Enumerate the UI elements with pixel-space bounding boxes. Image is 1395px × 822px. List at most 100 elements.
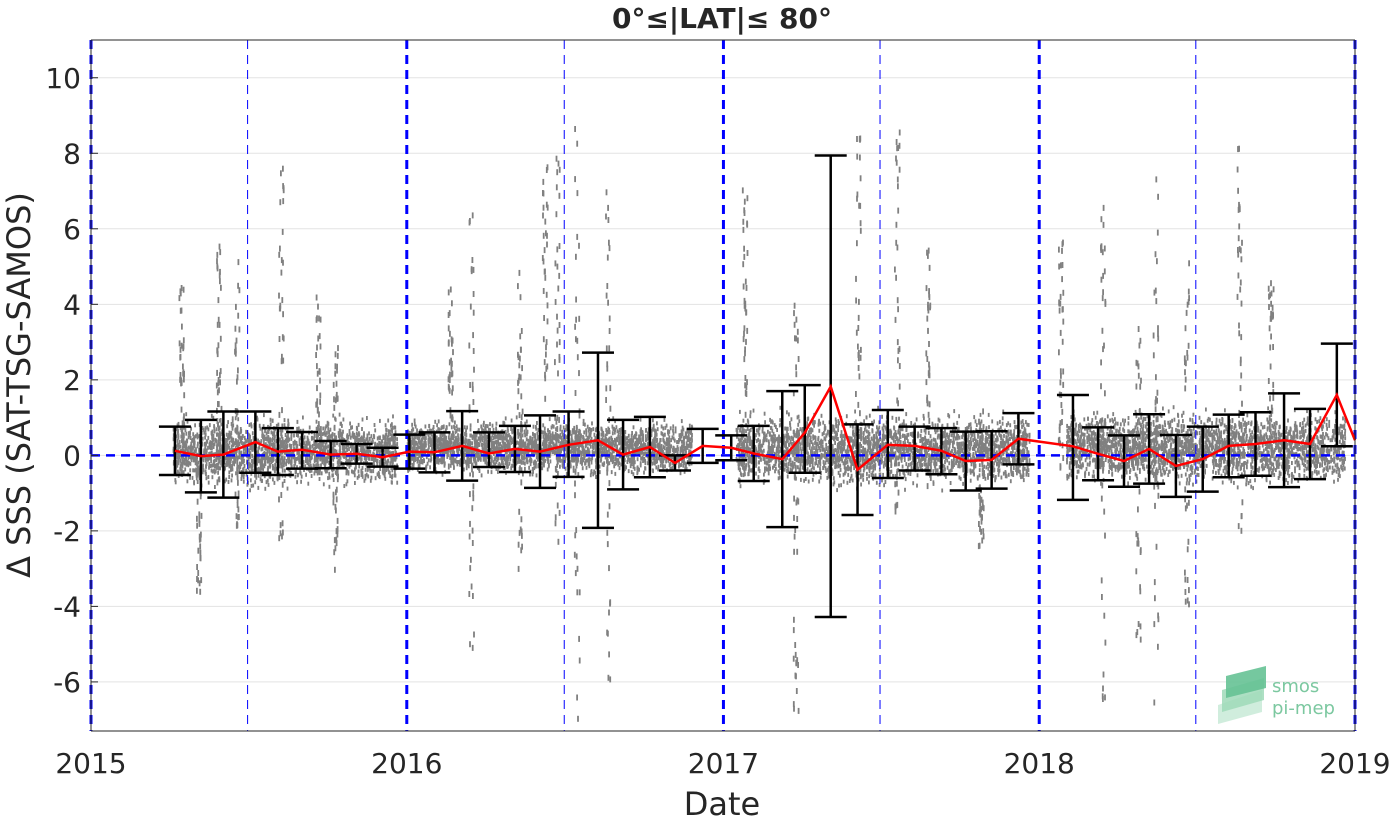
scatter-point: [509, 462, 511, 466]
scatter-point: [272, 419, 274, 423]
scatter-point: [334, 433, 336, 437]
scatter-point: [588, 429, 590, 433]
scatter-point: [499, 442, 501, 446]
scatter-point: [580, 452, 582, 456]
scatter-point: [323, 482, 325, 486]
scatter-point: [415, 425, 417, 429]
scatter-point: [560, 425, 562, 429]
scatter-point: [485, 443, 487, 447]
scatter-point: [314, 458, 316, 462]
scatter-point: [206, 457, 208, 461]
scatter-point: [349, 429, 351, 433]
scatter-point: [544, 431, 546, 435]
scatter-point: [590, 445, 592, 449]
scatter-point: [208, 481, 210, 485]
scatter-point: [565, 467, 567, 471]
scatter-point: [304, 435, 306, 439]
scatter-point: [280, 452, 282, 456]
scatter-point: [526, 458, 528, 462]
scatter-point: [553, 434, 555, 438]
scatter-point: [450, 464, 452, 468]
scatter-point: [379, 442, 381, 446]
scatter-point: [445, 436, 447, 440]
scatter-point: [178, 444, 180, 448]
scatter-point: [616, 445, 618, 449]
scatter-point: [348, 447, 350, 451]
scatter-point: [641, 450, 643, 454]
scatter-point: [179, 440, 181, 444]
scatter-point: [273, 444, 275, 448]
scatter-point: [470, 428, 472, 432]
scatter-point: [944, 460, 946, 464]
scatter-point: [203, 458, 205, 462]
scatter-point: [544, 440, 546, 444]
scatter-point: [869, 414, 871, 418]
scatter-point: [331, 474, 333, 478]
scatter-point: [257, 486, 259, 490]
scatter-point: [655, 444, 657, 448]
scatter-point: [501, 445, 503, 449]
scatter-point: [313, 463, 315, 467]
scatter-point: [550, 433, 552, 437]
scatter-point: [502, 441, 504, 445]
scatter-point: [497, 447, 499, 451]
scatter-point: [293, 434, 295, 438]
scatter-point: [309, 426, 311, 430]
scatter-point: [228, 433, 230, 437]
scatter-point: [530, 458, 532, 462]
scatter-point: [533, 433, 535, 437]
scatter-point: [332, 458, 334, 462]
scatter-point: [420, 440, 422, 444]
scatter-point: [668, 438, 670, 442]
scatter-point: [466, 426, 468, 430]
scatter-point: [379, 419, 381, 423]
scatter-point: [580, 434, 582, 438]
scatter-point: [604, 446, 606, 450]
scatter-point: [302, 416, 304, 420]
scatter-point: [375, 476, 377, 480]
scatter-point: [453, 466, 455, 470]
scatter-point: [216, 458, 218, 462]
scatter-point: [355, 465, 357, 469]
scatter-point: [286, 444, 288, 448]
scatter-point: [487, 424, 489, 428]
scatter-point: [381, 440, 383, 444]
scatter-point: [216, 427, 218, 431]
scatter-point: [583, 436, 585, 440]
scatter-point: [428, 445, 430, 449]
scatter-point: [496, 440, 498, 444]
scatter-point: [653, 461, 655, 465]
scatter-point: [353, 456, 355, 460]
scatter-point: [581, 462, 583, 466]
scatter-point: [267, 430, 269, 434]
scatter-point: [288, 460, 290, 464]
scatter-point: [391, 468, 393, 472]
scatter-point: [372, 469, 374, 473]
scatter-point: [212, 475, 214, 479]
scatter-point: [197, 442, 199, 446]
scatter-point: [443, 425, 445, 429]
scatter-point: [325, 446, 327, 450]
scatter-point: [536, 473, 538, 477]
scatter-point: [687, 436, 689, 440]
scatter-point: [537, 458, 539, 462]
scatter-point: [252, 431, 254, 435]
scatter-point: [438, 442, 440, 446]
scatter-point: [189, 468, 191, 472]
scatter-point: [254, 474, 256, 478]
scatter-point: [634, 467, 636, 471]
scatter-point: [232, 427, 234, 431]
scatter-point: [492, 424, 494, 428]
scatter-point: [465, 433, 467, 437]
scatter-point: [373, 462, 375, 466]
scatter-point: [587, 436, 589, 440]
scatter-point: [379, 436, 381, 440]
scatter-point: [218, 458, 220, 462]
scatter-point: [504, 445, 506, 449]
scatter-point: [666, 424, 668, 428]
scatter-point: [577, 458, 579, 462]
scatter-point: [208, 466, 210, 470]
scatter-point: [181, 463, 183, 467]
scatter-point: [533, 425, 535, 429]
scatter-point: [558, 450, 560, 454]
